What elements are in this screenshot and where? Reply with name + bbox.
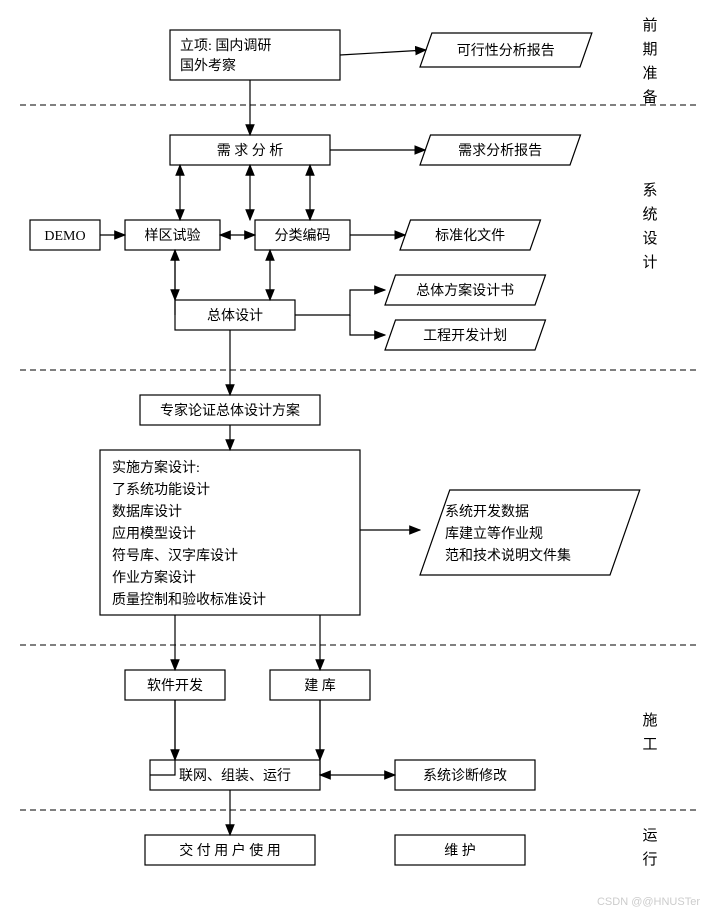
svg-text:运: 运	[642, 827, 657, 844]
node-text-n10: 总体方案设计书	[416, 282, 514, 299]
node-text-n2: 可行性分析报告	[457, 43, 555, 59]
node-text-n11: 工程开发计划	[423, 328, 507, 344]
svg-text:行: 行	[642, 851, 657, 868]
svg-text:计: 计	[642, 254, 657, 271]
node-text-n4: 需求分析报告	[458, 143, 542, 159]
svg-text:备: 备	[642, 89, 657, 106]
edge	[350, 315, 385, 335]
node-text-n13: 作业方案设计	[112, 569, 196, 586]
node-text-n14: 范和技术说明文件集	[445, 547, 571, 564]
node-text-n8: 标准化文件	[435, 228, 505, 244]
watermark: CSDN @@HNUSTer	[597, 896, 700, 908]
node-text-n18: 系统诊断修改	[423, 768, 507, 784]
edge	[340, 50, 426, 55]
svg-text:统: 统	[642, 206, 657, 223]
svg-text:准: 准	[642, 65, 657, 82]
node-text-n3: 需 求 分 析	[217, 143, 284, 159]
edge	[150, 700, 175, 775]
node-text-n19: 交 付 用 户 使 用	[179, 842, 281, 859]
node-text-n13: 实施方案设计:	[112, 459, 200, 476]
svg-text:前: 前	[642, 17, 657, 34]
svg-text:系: 系	[642, 182, 657, 199]
node-text-n14: 库建立等作业规	[445, 525, 543, 542]
node-text-n13: 数据库设计	[112, 504, 182, 520]
flowchart: 前期准备系统设计施工运行 立项: 国内调研国外考察 可行性分析报告需 求 分 析 需求…	[0, 0, 721, 914]
svg-text:期: 期	[642, 41, 657, 58]
node-text-n9: 总体设计	[207, 308, 263, 324]
node-text-n12: 专家论证总体设计方案	[160, 402, 300, 419]
node-text-n1: 立项: 国内调研	[180, 38, 271, 54]
node-text-n5: DEMO	[44, 229, 85, 244]
node-text-n13: 质量控制和验收标准设计	[112, 592, 266, 608]
edge	[295, 290, 385, 315]
node-text-n16: 建 库	[304, 678, 336, 694]
svg-text:设: 设	[642, 230, 657, 247]
node-text-n17: 联网、组装、运行	[179, 768, 291, 784]
node-text-n7: 分类编码	[275, 228, 331, 244]
node-text-n14: 系统开发数据	[445, 504, 529, 520]
node-text-n13: 应用模型设计	[112, 525, 196, 542]
node-text-n13: 了系统功能设计	[112, 482, 210, 498]
node-text-n15: 软件开发	[147, 678, 203, 694]
node-text-n1: 国外考察	[180, 57, 236, 74]
node-text-n13: 符号库、汉字库设计	[112, 548, 238, 564]
phase-label: 前期准备	[642, 17, 657, 106]
phase-label: 施工	[642, 712, 657, 753]
node-text-n6: 样区试验	[145, 228, 201, 244]
node-text-n20: 维 护	[444, 843, 476, 859]
phase-label: 运行	[642, 827, 657, 868]
phase-label: 系统设计	[642, 182, 657, 271]
svg-text:工: 工	[642, 737, 657, 753]
svg-text:施: 施	[642, 712, 657, 729]
